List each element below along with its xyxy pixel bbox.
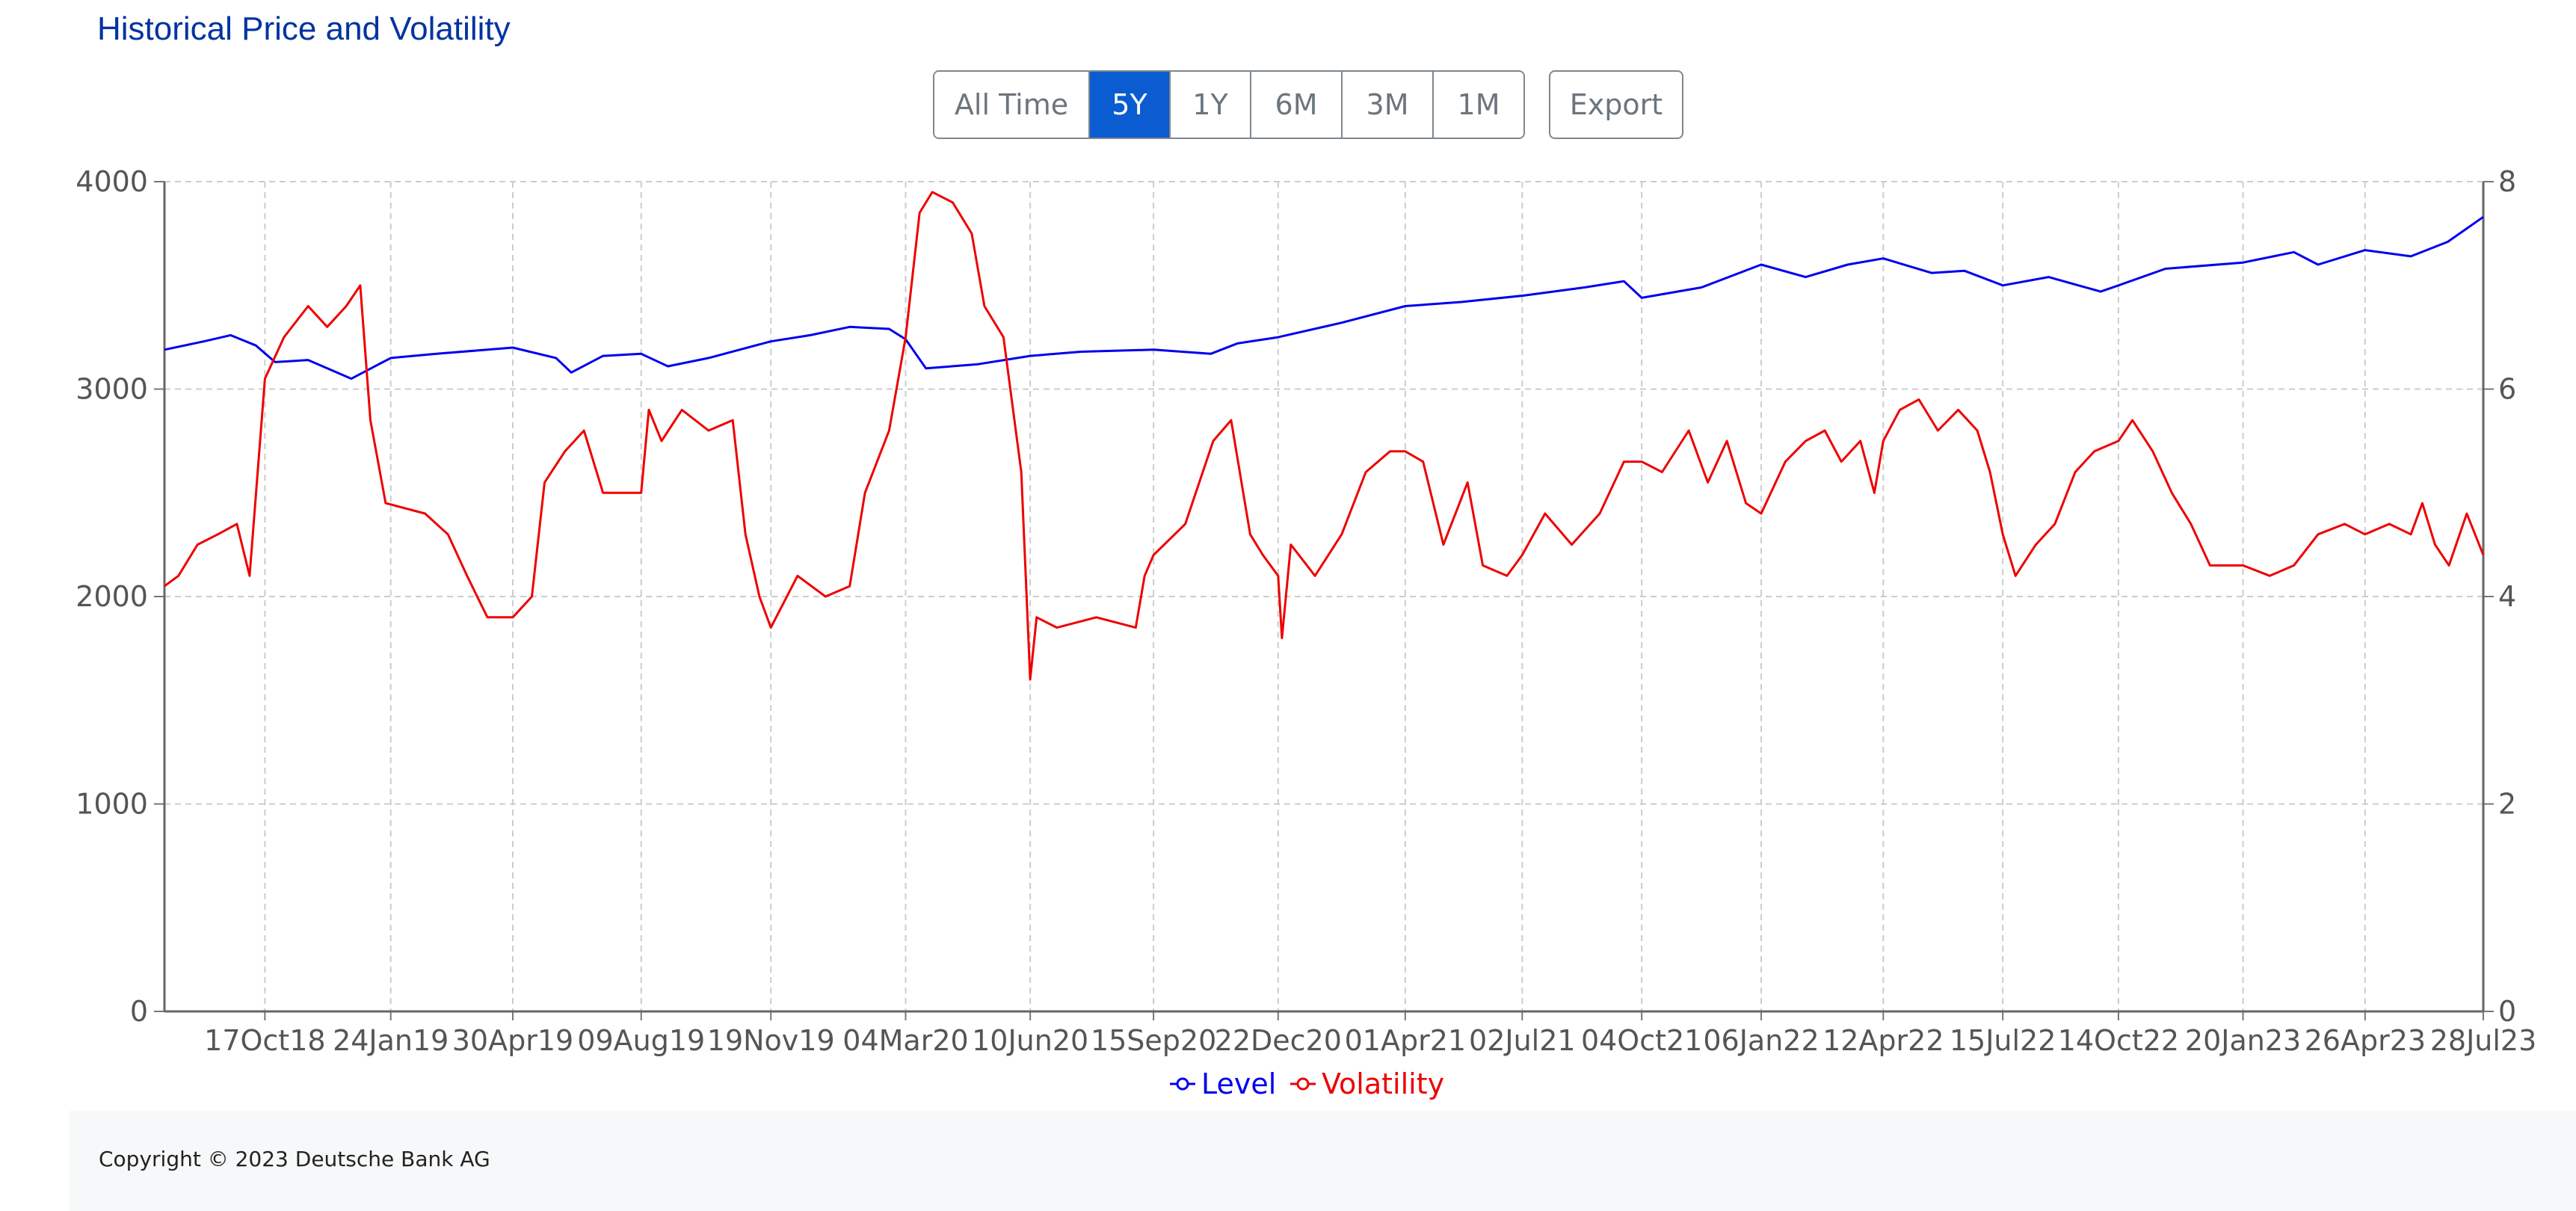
footer: Copyright © 2023 Deutsche Bank AG <box>69 1111 2576 1211</box>
y-right-tick-label: 8 <box>2498 165 2516 198</box>
y-left-tick-label: 2000 <box>76 580 148 613</box>
x-tick-label: 20Jan23 <box>2185 1024 2301 1057</box>
y-right-tick-label: 0 <box>2498 995 2516 1028</box>
series-line-level <box>164 215 2484 380</box>
range-button-1m[interactable]: 1M <box>1432 72 1523 138</box>
price-volatility-chart: 0 1000 2000 3000 4000 0 2 4 6 8 17Oct18 24Jan19 30Ap… <box>76 165 2537 1100</box>
y-left-tick-label: 1000 <box>76 788 148 821</box>
range-button-5y[interactable]: 5Y <box>1088 72 1169 138</box>
x-tick-label: 28Jul23 <box>2430 1024 2537 1057</box>
legend-label-volatility[interactable]: Volatility <box>1322 1067 1444 1100</box>
y-left-tick-label: 0 <box>130 995 148 1028</box>
x-tick-label: 06Jan22 <box>1703 1024 1819 1057</box>
x-tick-label: 24Jan19 <box>333 1024 449 1057</box>
export-button[interactable]: Export <box>1549 70 1683 139</box>
x-tick-label: 01Apr21 <box>1345 1024 1466 1057</box>
x-tick-label: 22Dec20 <box>1215 1024 1342 1057</box>
range-button-1y[interactable]: 1Y <box>1169 72 1250 138</box>
x-tick-label: 15Jul22 <box>1950 1024 2056 1057</box>
copyright-text: Copyright © 2023 Deutsche Bank AG <box>99 1147 490 1171</box>
y-left-tick-label: 3000 <box>76 373 148 406</box>
x-tick-label: 02Jul21 <box>1469 1024 1576 1057</box>
x-tick-label: 09Aug19 <box>577 1024 705 1057</box>
range-button-6m[interactable]: 6M <box>1250 72 1341 138</box>
x-tick-label: 10Jun20 <box>972 1024 1088 1057</box>
x-tick-label: 14Oct22 <box>2058 1024 2179 1057</box>
y-left-tick-label: 4000 <box>76 165 148 198</box>
range-button-3m[interactable]: 3M <box>1341 72 1432 138</box>
x-tick-label: 12Apr22 <box>1822 1024 1944 1057</box>
y-right-tick-label: 4 <box>2498 580 2516 613</box>
y-right-tick-label: 6 <box>2498 373 2516 406</box>
x-tick-label: 26Apr23 <box>2305 1024 2426 1057</box>
x-tick-label: 04Mar20 <box>842 1024 968 1057</box>
range-button-group: All Time 5Y 1Y 6M 3M 1M <box>933 70 1525 139</box>
x-tick-label: 19Nov19 <box>707 1024 835 1057</box>
legend-marker-level <box>1176 1077 1189 1091</box>
page-title: Historical Price and Volatility <box>97 10 511 47</box>
y-right-tick-label: 2 <box>2498 788 2516 821</box>
legend-label-level[interactable]: Level <box>1201 1067 1276 1100</box>
x-tick-label: 04Oct21 <box>1581 1024 1702 1057</box>
series-line-volatility <box>164 191 2485 681</box>
x-tick-label: 30Apr19 <box>452 1024 573 1057</box>
x-tick-label: 17Oct18 <box>204 1024 325 1057</box>
legend-marker-volatility <box>1296 1077 1310 1091</box>
x-tick-label: 15Sep20 <box>1091 1024 1216 1057</box>
range-button-all-time[interactable]: All Time <box>934 72 1088 138</box>
